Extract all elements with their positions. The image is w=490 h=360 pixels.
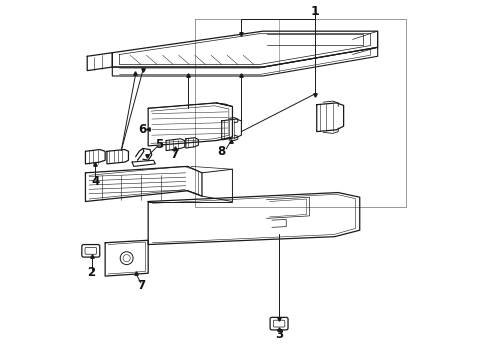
Text: 7: 7 (137, 279, 145, 292)
Text: 3: 3 (275, 328, 283, 341)
Text: 5: 5 (155, 138, 163, 150)
FancyBboxPatch shape (273, 320, 285, 327)
FancyBboxPatch shape (85, 247, 97, 254)
FancyBboxPatch shape (270, 318, 288, 330)
Text: 4: 4 (91, 175, 99, 188)
Text: 2: 2 (87, 266, 96, 279)
Circle shape (120, 252, 133, 265)
Circle shape (123, 255, 130, 262)
Text: 1: 1 (311, 5, 319, 18)
FancyBboxPatch shape (82, 244, 100, 257)
Text: 7: 7 (170, 148, 178, 161)
Text: 6: 6 (139, 122, 147, 136)
Text: 8: 8 (218, 145, 226, 158)
